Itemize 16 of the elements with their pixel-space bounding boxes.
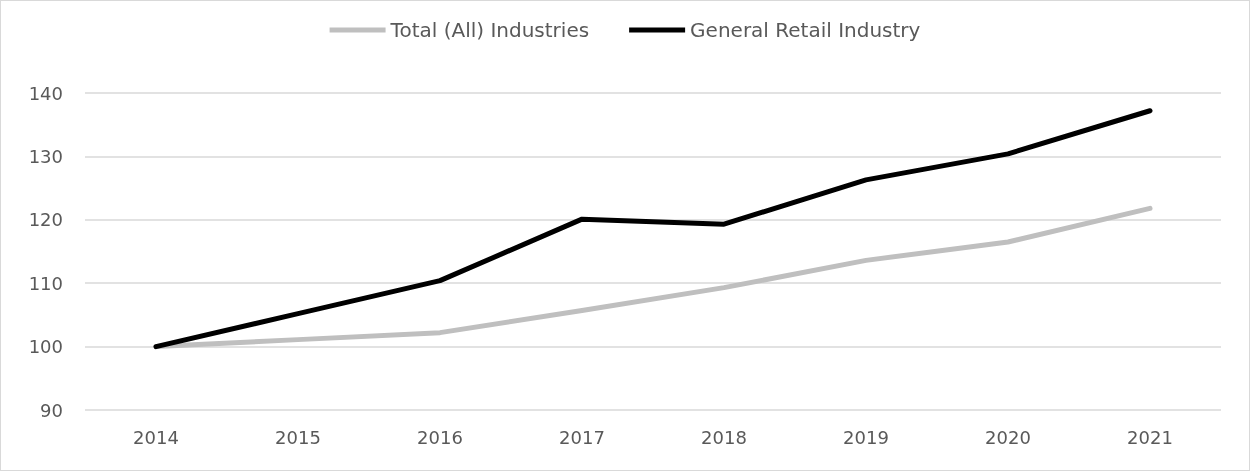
y-tick-label: 130: [28, 145, 63, 167]
y-tick-label: 140: [28, 82, 63, 104]
x-tick-label: 2020: [985, 426, 1031, 448]
x-tick-label: 2019: [843, 426, 889, 448]
y-tick-label: 110: [28, 272, 63, 294]
x-tick-label: 2018: [701, 426, 747, 448]
y-tick-label: 100: [28, 336, 63, 358]
x-tick-label: 2015: [275, 426, 321, 448]
y-tick-label: 120: [28, 209, 63, 231]
x-tick-label: 2017: [559, 426, 605, 448]
legend-label: Total (All) Industries: [389, 18, 590, 42]
x-tick-label: 2016: [417, 426, 463, 448]
y-tick-label: 90: [40, 399, 63, 421]
x-tick-label: 2021: [1127, 426, 1173, 448]
legend-label: General Retail Industry: [690, 18, 921, 42]
x-tick-label: 2014: [133, 426, 179, 448]
